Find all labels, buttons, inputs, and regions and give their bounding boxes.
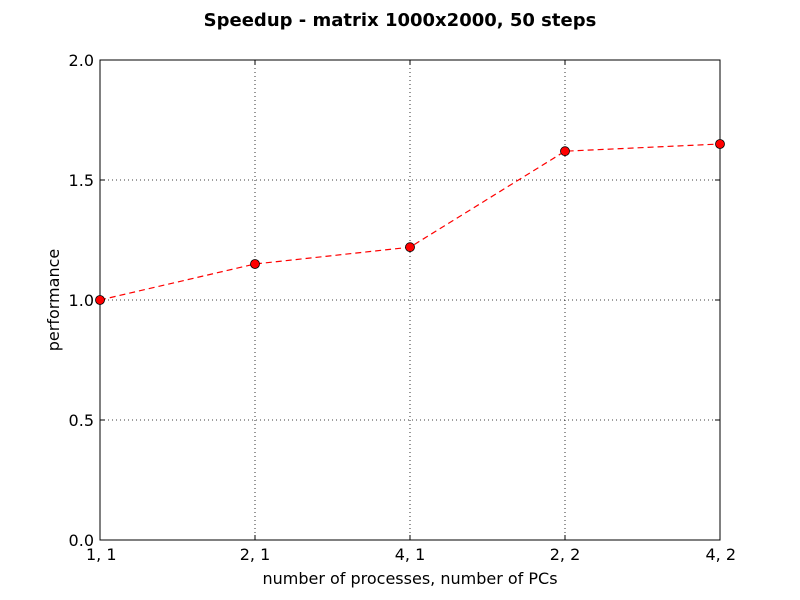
x-tick-label: 4, 1 xyxy=(395,545,426,564)
data-point xyxy=(560,146,570,157)
y-tick-labels: 0.0 0.5 1.0 1.5 2.0 xyxy=(69,51,94,550)
y-tick-label: 0.5 xyxy=(69,411,94,430)
chart-title: Speedup - matrix 1000x2000, 50 steps xyxy=(204,10,597,31)
y-tick-label: 1.5 xyxy=(69,171,94,190)
data-point xyxy=(250,259,260,269)
x-tick-label: 4, 2 xyxy=(705,545,736,564)
data-point xyxy=(95,295,105,305)
y-axis-label: performance xyxy=(44,249,63,351)
x-axis-label: number of processes, number of PCs xyxy=(262,569,557,588)
y-tick-label: 0.0 xyxy=(69,531,94,550)
series-layer xyxy=(95,139,725,305)
x-tick-labels: 1, 1 2, 1 4, 1 2, 2 4, 2 xyxy=(86,545,736,564)
x-tick-label: 2, 1 xyxy=(240,545,271,564)
x-tick-label: 1, 1 xyxy=(86,545,117,564)
y-tick-label: 2.0 xyxy=(69,51,94,70)
grid-lines xyxy=(100,60,720,540)
data-point xyxy=(405,242,415,253)
x-tick-label: 2, 2 xyxy=(550,545,581,564)
data-point xyxy=(715,139,725,149)
y-tick-label: 1.0 xyxy=(69,291,94,310)
